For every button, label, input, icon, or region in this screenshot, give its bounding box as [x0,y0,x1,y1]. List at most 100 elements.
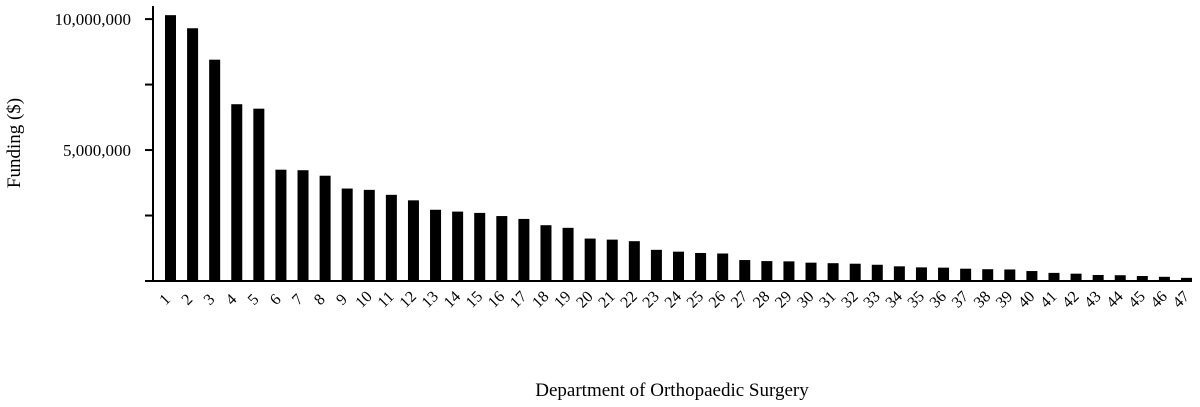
bar-department-23 [650,249,662,281]
x-tick-label: 40 [1015,288,1038,311]
bar-department-39 [1004,269,1016,281]
x-tick-label: 46 [1148,288,1171,311]
bar-department-20 [584,238,596,281]
x-axis-title: Department of Orthopaedic Surgery [535,380,809,401]
x-tick-label: 14 [441,288,464,311]
bar-department-43 [1092,274,1104,281]
x-tick-label: 1 [156,291,174,309]
x-tick-label: 47 [1170,288,1193,311]
x-tick-label: 6 [267,291,285,309]
bar-department-41 [1048,272,1060,281]
x-tick-label: 17 [507,288,530,311]
bar-department-25 [695,252,707,281]
x-tick-label: 2 [179,291,197,309]
bar-department-47 [1181,277,1192,281]
bar-department-36 [938,267,950,281]
y-axis-ticks [145,18,153,282]
bar-department-1 [165,15,176,282]
x-tick-label: 5 [245,291,263,309]
x-tick-label: 24 [662,288,685,311]
x-tick-label: 21 [595,288,618,311]
y-tick-label: 10,000,000 [55,10,132,29]
x-tick-label: 12 [397,288,420,311]
bars [165,15,1192,282]
x-tick-label: 7 [289,291,307,309]
bar-department-26 [717,253,729,281]
bar-department-30 [805,262,817,281]
y-tick-label: 5,000,000 [63,141,131,160]
x-tick-label: 27 [728,288,751,311]
bar-department-32 [849,263,861,281]
y-axis-tick-labels: 5,000,000 10,000,000 [55,10,132,160]
x-tick-label: 44 [1103,288,1126,311]
x-tick-label: 16 [485,288,508,311]
bar-department-19 [562,227,574,281]
bar-department-10 [363,189,375,281]
bar-department-15 [474,212,486,281]
bar-department-37 [960,268,972,281]
x-tick-label: 26 [706,288,729,311]
x-tick-label: 38 [971,288,994,311]
bar-department-27 [739,260,751,281]
bar-department-17 [518,218,530,281]
x-tick-label: 25 [684,288,707,311]
x-tick-label: 11 [375,288,398,311]
x-tick-label: 8 [311,291,329,309]
bar-department-35 [915,267,927,281]
x-tick-label: 43 [1081,288,1104,311]
x-tick-label: 13 [419,288,442,311]
bar-department-21 [606,239,618,281]
bar-department-22 [628,241,640,281]
bar-department-24 [673,251,684,281]
bar-department-28 [761,261,773,281]
x-tick-label: 45 [1125,288,1148,311]
x-tick-label: 28 [750,288,773,311]
x-tick-label: 15 [463,288,486,311]
x-tick-label: 23 [640,288,663,311]
bar-department-14 [452,211,464,281]
bar-department-11 [385,194,397,281]
bar-department-13 [430,209,442,281]
x-axis-tick-labels: 1 2 3 4 5 6 7 8 9 1011121314151617181920212223242… [156,288,1193,311]
x-tick-label: 20 [573,288,596,311]
x-tick-label: 18 [529,288,552,311]
bar-department-18 [540,225,552,281]
bar-department-40 [1026,271,1038,281]
x-tick-label: 33 [860,288,883,311]
x-tick-label: 32 [838,288,861,311]
y-axis-title: Funding ($) [4,98,25,188]
bar-department-2 [187,28,199,282]
x-tick-label: 36 [927,288,950,311]
x-tick-label: 37 [949,288,972,311]
bar-department-29 [783,261,795,281]
x-tick-label: 19 [551,288,574,311]
bar-department-5 [253,108,265,282]
x-tick-label: 31 [816,288,839,311]
bar-department-12 [407,200,419,281]
x-tick-label: 35 [905,288,928,311]
bar-department-34 [893,266,905,281]
x-tick-label: 30 [794,288,817,311]
bar-department-44 [1114,275,1126,281]
bar-department-42 [1070,273,1082,281]
x-tick-label: 4 [223,291,241,309]
x-tick-label: 39 [993,288,1016,311]
x-tick-label: 22 [617,288,640,311]
bar-department-38 [982,269,994,281]
bar-department-46 [1158,276,1170,281]
bar-department-6 [275,169,287,281]
x-tick-label: 10 [352,288,375,311]
x-tick-label: 41 [1037,288,1060,311]
bar-department-4 [231,104,243,281]
x-tick-label: 3 [201,291,219,309]
bar-department-33 [871,264,883,281]
bar-department-9 [341,188,353,281]
bar-department-16 [496,216,508,281]
x-tick-label: 9 [333,291,351,309]
bar-department-8 [319,175,331,281]
bar-department-3 [209,59,221,281]
x-tick-label: 34 [883,288,906,311]
bar-department-45 [1136,276,1148,281]
x-tick-label: 42 [1059,288,1082,311]
